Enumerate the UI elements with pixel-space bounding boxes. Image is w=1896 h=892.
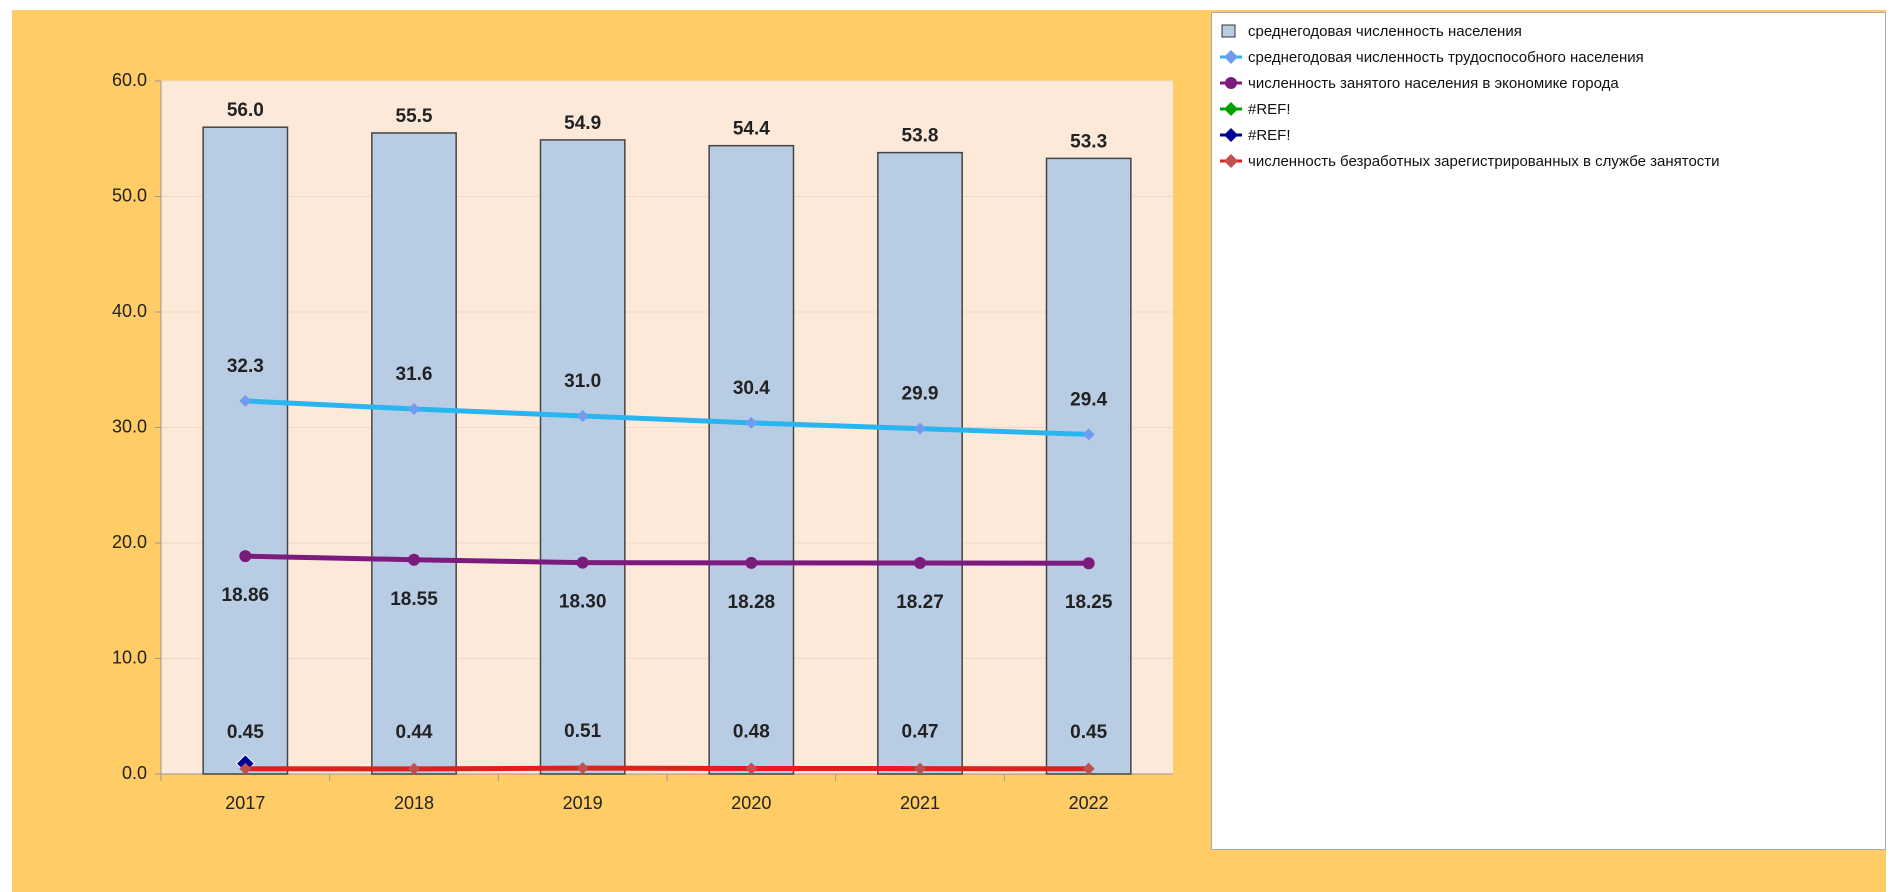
x-tick-label: 2020 [731,793,771,813]
value-label: 56.0 [227,100,264,121]
marker [576,762,589,775]
value-label: 55.5 [396,106,433,127]
legend-item: среднегодовая численность населения [1220,23,1877,40]
bar [202,126,289,775]
legend-item: #REF! [1220,101,1877,118]
marker [745,556,758,569]
x-tick-label: 2022 [1069,793,1109,813]
marker [239,394,252,407]
value-label: 18.86 [222,585,270,606]
marker [576,556,589,569]
value-label: 31.6 [396,364,433,385]
line [245,765,1089,772]
legend-label: среднегодовая численность трудоспособног… [1248,49,1644,66]
marker [1082,762,1095,775]
bar [539,139,626,775]
line [245,398,1089,437]
value-label: 54.4 [733,119,770,140]
value-label: 0.48 [733,721,770,742]
legend-label: численность занятого населения в экономи… [1248,75,1619,92]
value-label: 18.28 [728,592,776,613]
legend-swatch [1220,102,1242,116]
x-tick-label: 2018 [394,793,434,813]
value-label: 18.27 [896,592,944,613]
value-label: 32.3 [227,356,264,377]
legend-label: численность безработных зарегистрированн… [1248,153,1720,170]
value-label: 18.55 [390,589,438,610]
chart: 0.0 10.0 20.0 30.0 40.0 50.0 60.0 2017 2018 2019 2… [112,70,1173,813]
x-tick-label: 2017 [225,793,265,813]
marker [1082,428,1095,441]
marker [239,762,252,775]
value-label: 0.44 [396,722,433,743]
legend-swatch [1220,77,1242,89]
legend-label: #REF! [1248,101,1291,118]
legend-swatch [1220,154,1242,168]
marker [1082,557,1095,570]
y-tick-label: 50.0 [112,185,147,205]
marker [914,762,926,775]
bar [371,132,457,775]
y-tick-label: 30.0 [112,416,147,436]
swatch-marker [1224,50,1238,64]
value-label: 29.9 [902,384,939,405]
legend-item: численность безработных зарегистрированн… [1220,153,1877,170]
value-label: 29.4 [1070,389,1107,410]
marker [239,550,252,563]
marker [745,762,758,775]
marker [745,416,758,429]
value-label: 53.8 [902,126,939,147]
swatch-marker [1224,154,1238,168]
marker [914,556,926,569]
swatch [1221,24,1236,38]
y-tick-label: 60.0 [112,70,147,90]
marker [576,409,589,422]
marker [914,422,926,435]
value-label: 0.51 [564,721,601,742]
y-tick-label: 40.0 [112,301,147,321]
value-label: 53.3 [1070,131,1107,152]
bar [708,144,795,775]
legend-swatch [1220,50,1242,64]
marker [408,762,420,775]
legend-item: среднегодовая численность трудоспособног… [1220,49,1877,66]
legend-swatch [1221,24,1236,38]
line [245,553,1089,566]
y-tick-label: 0.0 [122,763,147,783]
value-label: 31.0 [564,371,601,392]
y-tick-label: 10.0 [112,647,147,667]
swatch-marker [1224,128,1238,142]
marker [408,553,420,566]
value-label: 30.4 [733,378,770,399]
value-label: 0.45 [227,722,264,743]
swatch-marker [1225,77,1237,89]
marker [408,403,420,416]
legend-item: #REF! [1220,127,1877,144]
swatch-marker [1224,102,1238,116]
legend-label: #REF! [1248,127,1291,144]
x-tick-label: 2021 [900,793,940,813]
bar [1045,157,1132,775]
value-label: 0.47 [902,722,939,743]
value-label: 18.25 [1065,592,1113,613]
legend: среднегодовая численность населения средн… [1211,12,1886,850]
value-label: 54.9 [564,113,601,134]
bar [877,151,963,775]
y-tick-label: 20.0 [112,532,147,552]
legend-swatch [1220,128,1242,142]
value-label: 0.45 [1070,722,1107,743]
legend-label: среднегодовая численность населения [1248,23,1522,40]
x-tick-label: 2019 [563,793,603,813]
value-label: 18.30 [559,592,607,613]
legend-item: численность занятого населения в экономи… [1220,75,1877,92]
